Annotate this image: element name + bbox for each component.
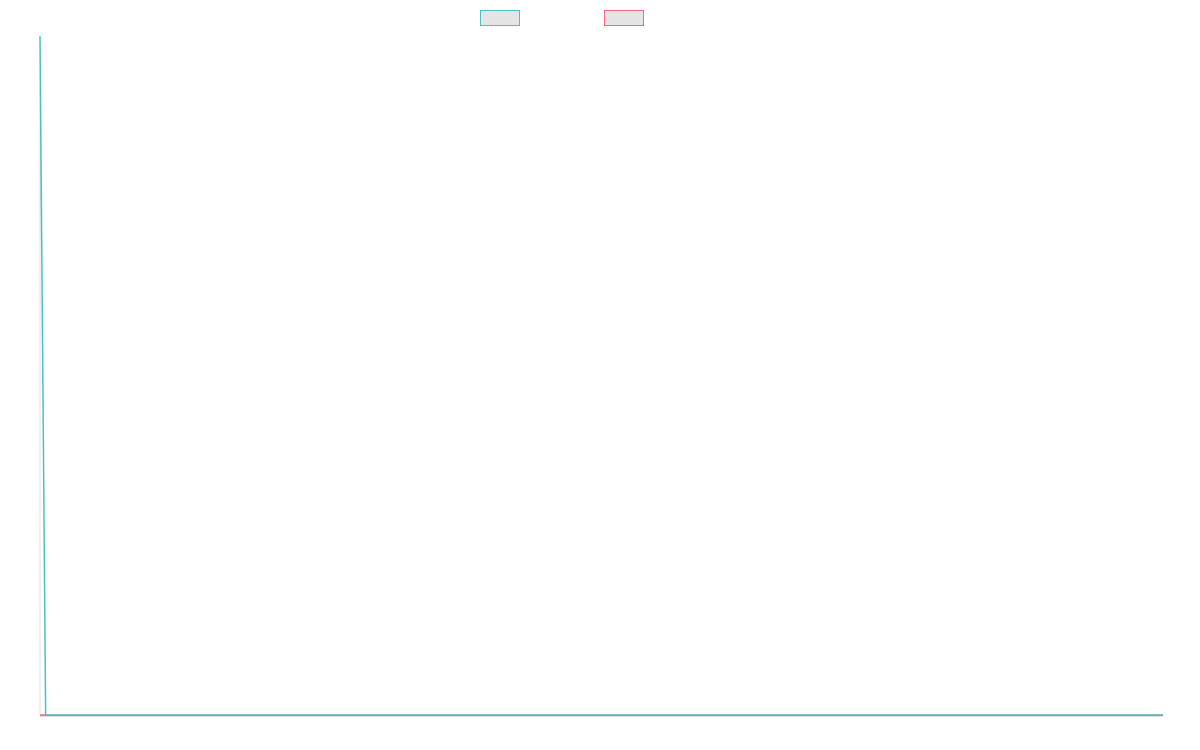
legend-swatch-series-1[interactable] [480, 10, 520, 26]
series-line-1 [39, 35, 1163, 716]
legend-swatch-series-2[interactable] [604, 10, 644, 26]
